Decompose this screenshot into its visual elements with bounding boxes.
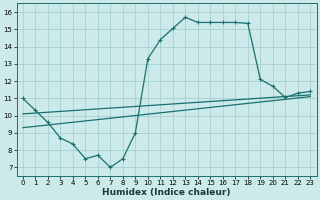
- X-axis label: Humidex (Indice chaleur): Humidex (Indice chaleur): [102, 188, 231, 197]
